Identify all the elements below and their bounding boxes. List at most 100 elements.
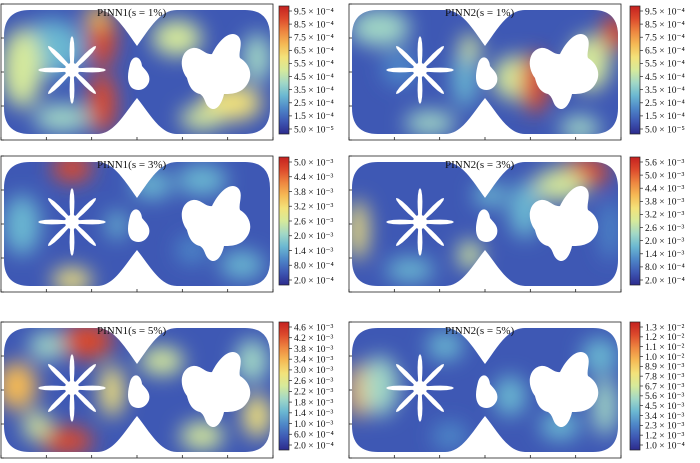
flower-hole	[386, 36, 454, 104]
error-hotspot	[4, 195, 40, 255]
colorbar-tick-label: 2.6 × 10⁻³	[294, 217, 333, 227]
error-field	[352, 162, 618, 286]
colorbar-tick-label: 2.6 × 10⁻³	[294, 377, 333, 387]
colorbar-tick-label: 4.2 × 10⁻³	[294, 334, 333, 344]
error-hotspot	[582, 338, 618, 374]
blob-hole	[128, 57, 150, 90]
colorbar-tick-label: 2.0 × 10⁻⁴	[294, 441, 334, 451]
colorbar: 5.6 × 10⁻³ 5.0 × 10⁻³ 4.4 × 10⁻³ 3.8 × 10⁻³…	[629, 156, 685, 286]
butterfly-hole	[529, 34, 599, 110]
error-hotspot	[220, 251, 264, 279]
colorbar-tick-label: 5.6 × 10⁻³	[645, 158, 684, 168]
colorbar-tick-label: 1.1 × 10⁻²	[645, 343, 684, 353]
colorbar-tick-label: 3.2 × 10⁻³	[645, 211, 684, 221]
panel-title: PINN2(s = 3%)	[445, 159, 514, 171]
error-field	[4, 328, 270, 452]
error-hotspot	[458, 241, 482, 269]
panel-pinn1-s5: PINN1(s = 5%)	[0, 321, 274, 459]
colorbar-tick-label: 4.5 × 10⁻³	[645, 402, 684, 412]
error-hotspot	[362, 356, 398, 416]
colorbar-tick-label: 5.0 × 10⁻³	[645, 171, 684, 181]
blob-hole	[128, 209, 150, 242]
colorbar: 9.5 × 10⁻⁴ 8.5 × 10⁻⁴ 7.5 × 10⁻⁴ 6.5 × 10⁻⁴…	[629, 5, 685, 135]
colorbar-tick-label: 4.5 × 10⁻⁴	[645, 73, 685, 83]
error-hotspot	[593, 376, 617, 436]
colorbar-tick-label: 1.4 × 10⁻³	[294, 247, 333, 257]
flower-hole	[386, 188, 454, 256]
colorbar-tick-label: 4.4 × 10⁻³	[645, 185, 684, 195]
error-hotspot	[132, 171, 172, 199]
blob-hole	[476, 209, 498, 242]
error-hotspot	[427, 332, 463, 360]
error-field	[4, 10, 270, 134]
colorbar-tick-label: 3.4 × 10⁻³	[294, 355, 333, 365]
colorbar: 9.5 × 10⁻⁴ 8.5 × 10⁻⁴ 7.5 × 10⁻⁴ 6.5 × 10⁻⁴…	[278, 5, 334, 135]
error-hotspot	[107, 211, 127, 239]
colorbar-tick-label: 3.5 × 10⁻⁴	[645, 86, 685, 96]
colorbar-tick-label: 1.2 × 10⁻²	[645, 333, 684, 343]
colorbar-tick-label: 6.5 × 10⁻⁴	[294, 47, 334, 57]
error-hotspot	[352, 200, 368, 260]
error-hotspot	[4, 362, 37, 410]
error-hotspot	[432, 422, 468, 450]
error-hotspot	[180, 422, 224, 450]
colorbar-tick-label: 1.8 × 10⁻³	[294, 398, 333, 408]
colorbar-tick-label: 3.8 × 10⁻³	[294, 188, 333, 198]
error-hotspot	[100, 365, 124, 417]
panel-title: PINN2(s = 1%)	[445, 7, 514, 19]
colorbar-tick-label: 5.0 × 10⁻³	[294, 158, 333, 168]
error-hotspot	[600, 200, 618, 260]
blob-hole	[128, 375, 150, 408]
colorbar-tick-label: 2.6 × 10⁻³	[645, 224, 684, 234]
panel-pinn2-s1: PINN2(s = 1%)	[348, 3, 622, 141]
error-hotspot	[236, 339, 268, 383]
colorbar-tick-label: 3.4 × 10⁻³	[645, 412, 684, 422]
error-hotspot	[243, 394, 270, 438]
colorbar-tick-label: 4.6 × 10⁻³	[294, 323, 333, 333]
error-hotspot	[601, 15, 618, 51]
blob-hole	[476, 57, 498, 90]
butterfly-hole	[529, 186, 599, 262]
error-hotspot	[180, 106, 224, 130]
colorbar-tick-label: 5.6 × 10⁻³	[645, 392, 684, 402]
colorbar-tick-label: 6.0 × 10⁻⁴	[294, 431, 334, 441]
panel-title: PINN1(s = 1%)	[97, 7, 166, 19]
colorbar-tick-label: 2.2 × 10⁻³	[294, 388, 333, 398]
error-hotspot	[85, 10, 109, 30]
error-hotspot	[88, 73, 116, 133]
error-hotspot	[460, 34, 480, 62]
error-hotspot	[152, 20, 202, 56]
colorbar-tick-label: 2.0 × 10⁻⁴	[645, 276, 685, 286]
blob-hole	[476, 375, 498, 408]
colorbar-tick-label: 8.5 × 10⁻⁴	[294, 20, 334, 30]
colorbar: 4.6 × 10⁻³4.2 × 10⁻³3.8 × 10⁻³3.4 × 10⁻³…	[278, 321, 334, 451]
colorbar-tick-label: 2.5 × 10⁻⁴	[294, 99, 334, 109]
error-hotspot	[61, 328, 113, 359]
error-field	[352, 10, 618, 134]
colorbar-tick-label: 3.8 × 10⁻³	[645, 198, 684, 208]
colorbar-tick-label: 7.5 × 10⁻⁴	[645, 34, 685, 44]
error-hotspot	[52, 268, 92, 286]
colorbar-tick-label: 1.5 × 10⁻⁴	[645, 112, 685, 122]
error-hotspot	[560, 116, 600, 134]
error-hotspot	[29, 332, 65, 360]
error-hotspot	[4, 28, 42, 108]
butterfly-hole	[181, 186, 251, 262]
error-field	[4, 162, 270, 286]
colorbar-tick-label: 6.5 × 10⁻⁴	[645, 47, 685, 57]
colorbar-tick-label: 8.0 × 10⁻⁴	[294, 262, 334, 272]
error-hotspot	[23, 412, 51, 440]
panel-pinn2-s3: PINN2(s = 3%)	[348, 155, 622, 293]
error-hotspot	[474, 183, 506, 207]
colorbar-tick-label: 2.0 × 10⁻⁴	[294, 276, 334, 286]
colorbar-tick-label: 3.8 × 10⁻³	[294, 345, 333, 355]
colorbar-tick-label: 1.5 × 10⁻⁴	[294, 112, 334, 122]
error-hotspot	[352, 10, 410, 46]
colorbar-tick-label: 1.3 × 10⁻²	[645, 323, 684, 333]
colorbar-tick-label: 4.4 × 10⁻³	[294, 173, 333, 183]
colorbar-tick-label: 3.0 × 10⁻³	[294, 366, 333, 376]
flower-hole	[38, 354, 106, 422]
panel-pinn1-s3: PINN1(s = 3%)	[0, 155, 274, 293]
flower-hole	[38, 36, 106, 104]
